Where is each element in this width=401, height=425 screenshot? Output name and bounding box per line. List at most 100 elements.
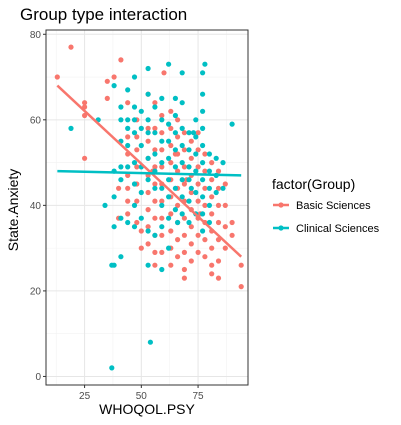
data-point [145,138,151,144]
data-point [131,181,138,187]
data-point [206,185,212,191]
data-point [206,219,212,226]
data-point [125,134,131,140]
data-point [159,266,165,273]
data-point [159,147,165,153]
data-point [193,168,199,174]
data-point [159,202,165,208]
data-point [118,57,124,63]
data-point [200,70,206,76]
data-point [193,151,199,157]
data-point [68,44,74,50]
data-point [131,202,138,208]
data-point [179,194,185,200]
data-point [145,207,151,213]
data-point [166,138,172,144]
data-point [152,147,158,153]
data-point [179,125,185,131]
data-point [229,219,235,226]
data-point [152,215,158,221]
data-point [159,198,165,204]
data-point [186,130,192,136]
y-tick-label: 20 [30,286,42,297]
data-point [172,130,178,136]
data-point [215,168,222,174]
data-point [147,339,153,345]
data-point [179,160,185,166]
data-point [206,202,212,208]
data-point [111,224,117,230]
data-point [131,130,138,136]
data-point [125,172,131,178]
data-point [125,125,131,131]
data-point [186,147,192,153]
data-point [213,189,219,196]
legend-item-0: Basic Sciences [272,196,371,214]
data-point [202,168,208,174]
data-point [238,262,244,268]
data-point [159,249,165,255]
data-point [145,262,151,268]
data-point [188,138,194,144]
data-point [168,160,174,166]
data-point [222,181,228,187]
data-point [186,219,192,226]
data-point [138,228,144,234]
data-point [172,112,178,119]
data-point [145,130,151,136]
data-point [202,151,208,157]
data-point [82,112,88,119]
data-point [200,125,206,131]
data-point [125,100,131,106]
data-point [181,232,187,238]
data-point [188,185,194,191]
data-point [54,74,60,80]
data-point [175,168,181,174]
data-point [200,160,206,166]
data-point [193,117,199,123]
data-point [159,215,165,221]
data-point [145,65,151,72]
data-point [152,185,158,191]
data-point [172,95,178,101]
data-point [138,245,144,251]
data-point [145,177,151,183]
data-point [200,194,206,200]
y-axis-title: State.Anxiety [5,169,21,252]
data-point [118,117,124,123]
data-point [166,215,172,221]
data-point [125,219,131,226]
data-point [181,181,187,187]
data-point [190,130,197,136]
data-point [152,232,158,238]
data-point [186,177,192,183]
data-point [166,245,172,251]
y-tick-label: 60 [30,115,42,126]
data-point [138,125,144,131]
data-point [125,87,131,93]
data-point [152,100,158,106]
data-point [166,61,172,67]
data-point [145,189,151,196]
data-point [195,130,201,136]
data-point [175,134,181,140]
data-point [175,219,181,226]
data-point [193,134,199,140]
data-point [209,245,215,251]
data-point [181,215,187,221]
legend-item-1: Clinical Sciences [272,219,380,237]
data-point [152,249,158,255]
data-point [179,70,185,76]
data-point [109,365,115,371]
data-point [131,117,138,123]
data-point [220,160,226,166]
y-tick-label: 0 [35,372,41,383]
data-point [181,130,187,136]
data-point [215,258,222,264]
data-point [138,108,144,114]
data-point [152,125,158,131]
data-point [195,232,201,238]
data-point [125,198,131,204]
data-point [131,74,138,80]
